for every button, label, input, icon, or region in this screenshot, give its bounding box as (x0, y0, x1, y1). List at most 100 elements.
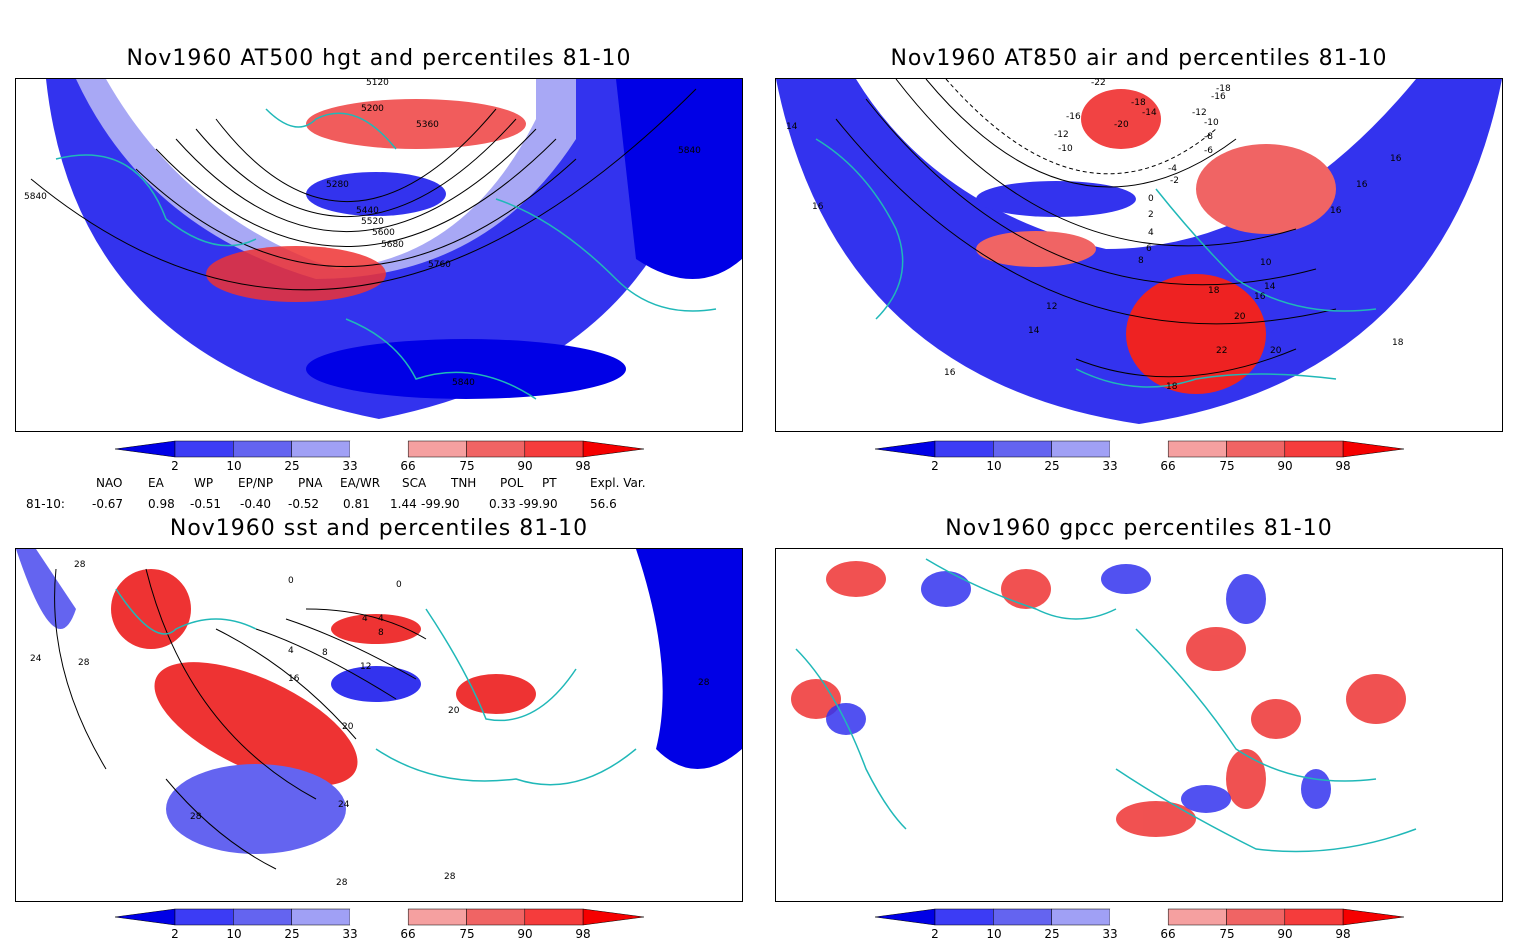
svg-text:-10: -10 (1204, 118, 1219, 128)
colorbar-gpcc: 2 10 25 33 66 75 90 98 (874, 908, 1405, 944)
svg-text:16: 16 (944, 368, 956, 378)
colorbar-gpcc-tick: 2 (931, 927, 939, 941)
svg-text:-18: -18 (1131, 98, 1146, 108)
panel-title-air: Nov1960 AT850 air and percentiles 81-10 (890, 46, 1388, 71)
colorbar-segment (466, 440, 526, 458)
map-air: -22 -18 -16 -18 -20 -14 -12 -16 -10 -8 -12 -10 -… (775, 78, 1503, 432)
svg-text:16: 16 (1356, 180, 1368, 190)
colorbar-segment (407, 440, 467, 458)
colorbar-hgt-tick: 10 (226, 459, 242, 473)
svg-text:0: 0 (1148, 194, 1154, 204)
colorbar-segment (993, 908, 1052, 926)
svg-text:16: 16 (812, 202, 824, 212)
index-value: 0.81 (343, 497, 370, 511)
colorbar-gpcc-tick: 90 (1277, 927, 1293, 941)
colorbar-segment (524, 908, 584, 926)
svg-text:18: 18 (1392, 338, 1404, 348)
svg-text:20: 20 (448, 706, 460, 716)
colorbar-segment (1226, 440, 1286, 458)
svg-text:4: 4 (288, 646, 294, 656)
svg-text:-20: -20 (1114, 120, 1129, 130)
svg-text:28: 28 (78, 658, 90, 668)
colorbar-arrow-right (582, 440, 645, 458)
colorbar-air-tick: 10 (986, 459, 1002, 473)
colorbar-segment (1284, 908, 1344, 926)
colorbar-segment (233, 908, 292, 926)
svg-text:4: 4 (378, 614, 384, 624)
colorbar-arrow-right (582, 908, 645, 926)
index-row-label: 81-10: (26, 497, 65, 511)
svg-text:5120: 5120 (366, 79, 389, 88)
svg-text:-16: -16 (1066, 112, 1081, 122)
svg-text:-18: -18 (1216, 84, 1231, 94)
colorbar-segment (993, 440, 1052, 458)
colorbar-arrow-left (874, 908, 936, 926)
colorbar-segment (291, 908, 351, 926)
svg-text:-22: -22 (1091, 79, 1106, 88)
colorbar-segment (349, 441, 409, 457)
map-gpcc (775, 548, 1503, 902)
svg-text:16: 16 (1254, 292, 1266, 302)
colorbar-air-svg (874, 440, 1405, 458)
svg-text:12: 12 (1046, 302, 1057, 312)
index-header: EA/WR (340, 476, 381, 490)
svg-text:6: 6 (1146, 244, 1152, 254)
index-value: -0.67 (92, 497, 124, 511)
panel-title-gpcc: Nov1960 gpcc percentiles 81-10 (945, 516, 1333, 541)
colorbar-gpcc-svg (874, 908, 1405, 926)
colorbar-segment (1109, 441, 1169, 457)
svg-text:5360: 5360 (416, 120, 439, 130)
colorbar-hgt-tick: 2 (171, 459, 179, 473)
colorbar-air-tick: 2 (931, 459, 939, 473)
colorbar-arrow-left (114, 440, 176, 458)
svg-text:0: 0 (396, 580, 402, 590)
map-hgt: 5120 5200 5360 5280 5440 5520 5600 5680 5760 5… (15, 78, 743, 432)
colorbar-sst-tick: 90 (517, 927, 533, 941)
map-air-svg: -22-18-16 -18-20-14 -12-16-10 -8-12-10 -… (776, 79, 1502, 431)
svg-text:28: 28 (444, 872, 456, 882)
svg-text:20: 20 (1234, 312, 1246, 322)
colorbar-air-tick: 66 (1160, 459, 1176, 473)
panel-title-sst: Nov1960 sst and percentiles 81-10 (169, 516, 589, 541)
svg-text:20: 20 (1270, 346, 1282, 356)
svg-text:5840: 5840 (452, 378, 475, 388)
colorbar-sst-tick: 98 (575, 927, 591, 941)
colorbar-sst-tick: 25 (284, 927, 300, 941)
colorbar-air: 2 10 25 33 66 75 90 98 (874, 440, 1405, 476)
colorbar-air-tick: 75 (1219, 459, 1235, 473)
svg-text:5440: 5440 (356, 206, 379, 216)
index-value: -0.40 (240, 497, 272, 511)
svg-text:18: 18 (1166, 382, 1178, 392)
svg-text:5200: 5200 (361, 104, 384, 114)
svg-text:16: 16 (288, 674, 300, 684)
colorbar-segment (233, 440, 292, 458)
svg-text:20: 20 (342, 722, 354, 732)
svg-text:22: 22 (1216, 346, 1227, 356)
svg-text:28: 28 (336, 878, 348, 888)
svg-text:16: 16 (1390, 154, 1402, 164)
colorbar-segment (1051, 440, 1111, 458)
svg-text:16: 16 (1330, 206, 1342, 216)
index-header: WP (194, 476, 214, 490)
colorbar-segment (524, 440, 584, 458)
index-header: PNA (298, 476, 323, 490)
colorbar-segment (1109, 909, 1169, 925)
colorbar-segment (466, 908, 526, 926)
colorbar-segment (407, 908, 467, 926)
svg-text:5600: 5600 (372, 228, 395, 238)
svg-text:4: 4 (1148, 228, 1154, 238)
svg-text:24: 24 (338, 800, 350, 810)
svg-text:5280: 5280 (326, 180, 349, 190)
panel-title-hgt: Nov1960 AT500 hgt and percentiles 81-10 (126, 46, 632, 71)
map-gpcc-svg (776, 549, 1502, 901)
colorbar-segment (1226, 908, 1286, 926)
colorbar-gpcc-tick: 10 (986, 927, 1002, 941)
colorbar-arrow-right (1342, 440, 1405, 458)
svg-text:5840: 5840 (678, 146, 701, 156)
svg-text:8: 8 (378, 628, 384, 638)
colorbar-sst: 2 10 25 33 66 75 90 98 (114, 908, 645, 944)
colorbar-segment (934, 440, 994, 458)
colorbar-gpcc-tick: 33 (1102, 927, 1118, 941)
